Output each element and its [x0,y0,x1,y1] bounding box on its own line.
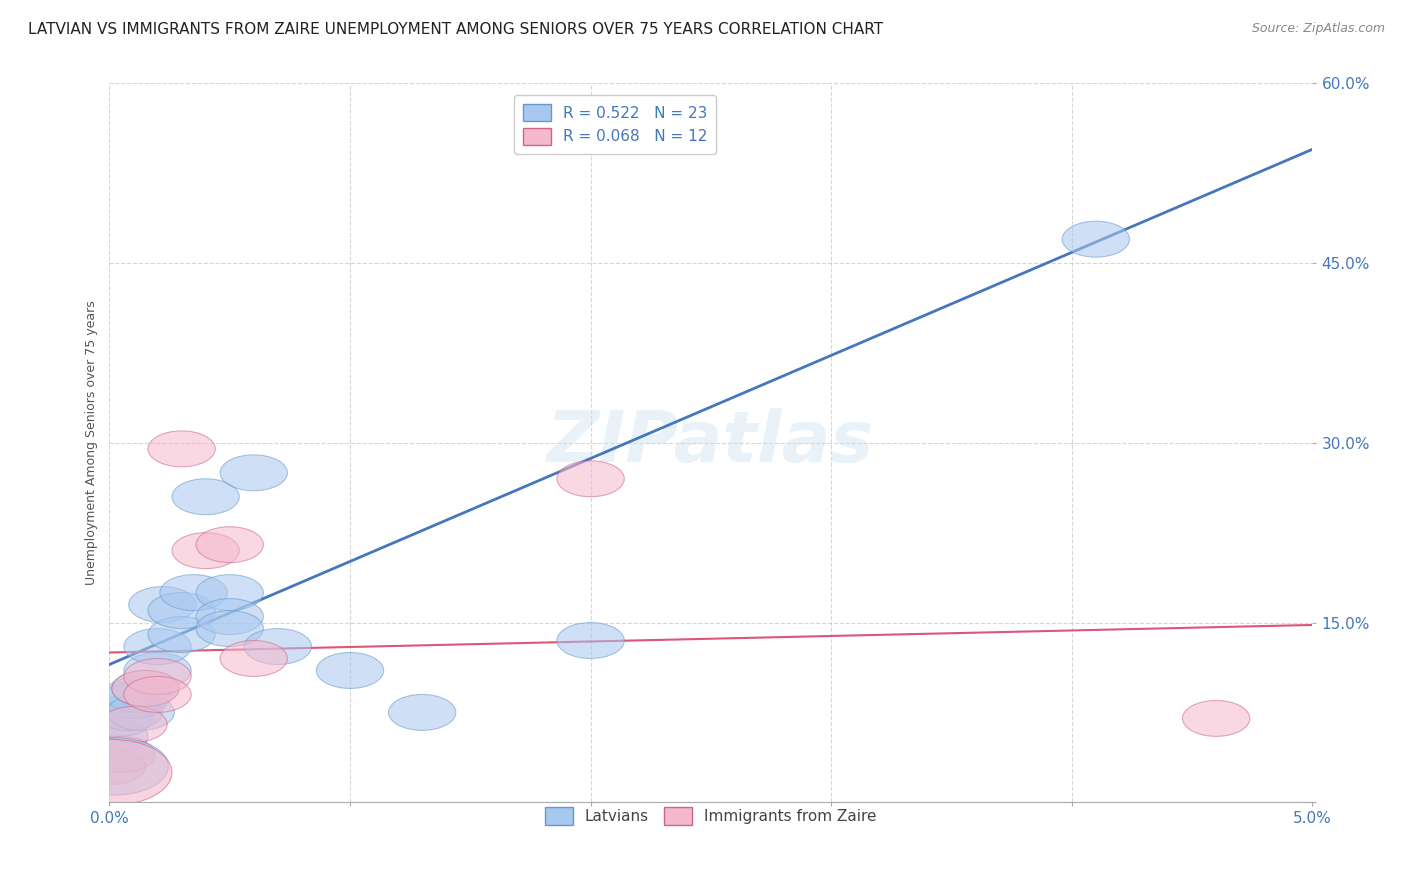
Ellipse shape [245,629,312,665]
Ellipse shape [124,653,191,689]
Ellipse shape [195,611,263,647]
Y-axis label: Unemployment Among Seniors over 75 years: Unemployment Among Seniors over 75 years [86,301,98,585]
Ellipse shape [1182,700,1250,737]
Ellipse shape [87,737,155,772]
Ellipse shape [172,479,239,515]
Ellipse shape [52,739,172,805]
Ellipse shape [221,455,287,491]
Ellipse shape [557,623,624,658]
Ellipse shape [104,676,172,713]
Ellipse shape [60,738,169,795]
Ellipse shape [221,640,287,676]
Text: ZIPatlas: ZIPatlas [547,409,875,477]
Ellipse shape [172,533,239,568]
Ellipse shape [557,461,624,497]
Ellipse shape [79,748,145,784]
Ellipse shape [124,629,191,665]
Ellipse shape [86,700,153,737]
Ellipse shape [96,695,162,731]
Ellipse shape [124,658,191,695]
Ellipse shape [148,616,215,653]
Ellipse shape [388,695,456,731]
Ellipse shape [148,592,215,629]
Ellipse shape [195,526,263,563]
Ellipse shape [129,587,195,623]
Ellipse shape [107,695,174,731]
Ellipse shape [100,682,167,718]
Text: Source: ZipAtlas.com: Source: ZipAtlas.com [1251,22,1385,36]
Ellipse shape [80,718,148,755]
Ellipse shape [316,653,384,689]
Ellipse shape [195,599,263,634]
Legend: Latvians, Immigrants from Zaire: Latvians, Immigrants from Zaire [536,798,886,834]
Ellipse shape [160,574,228,611]
Ellipse shape [195,574,263,611]
Text: LATVIAN VS IMMIGRANTS FROM ZAIRE UNEMPLOYMENT AMONG SENIORS OVER 75 YEARS CORREL: LATVIAN VS IMMIGRANTS FROM ZAIRE UNEMPLO… [28,22,883,37]
Ellipse shape [148,431,215,467]
Ellipse shape [1062,221,1129,257]
Ellipse shape [124,676,191,713]
Ellipse shape [100,706,167,742]
Ellipse shape [112,671,179,706]
Ellipse shape [112,671,179,706]
